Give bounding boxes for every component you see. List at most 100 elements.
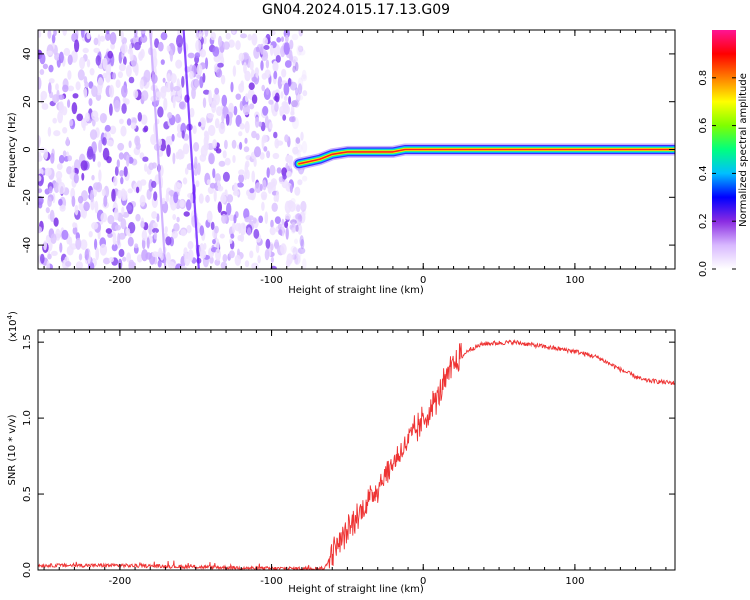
noise-speckle: [71, 195, 76, 207]
noise-speckle: [274, 239, 279, 250]
noise-speckle: [220, 194, 227, 204]
noise-speckle: [301, 69, 307, 80]
noise-speckle: [300, 200, 307, 212]
noise-speckle: [44, 167, 52, 177]
noise-speckle: [284, 34, 289, 43]
noise-speckle: [260, 60, 264, 71]
colorbar-ticks: 0.0 0.2 0.4 0.6 0.8: [698, 70, 736, 277]
noise-speckle: [204, 131, 210, 143]
noise-speckle: [83, 201, 90, 212]
noise-speckle: [171, 133, 175, 142]
noise-speckle: [239, 233, 245, 243]
noise-speckle: [221, 213, 227, 224]
noise-speckle: [167, 112, 173, 119]
snr-scale-note: (x104): [6, 311, 19, 342]
noise-speckle: [63, 47, 71, 56]
noise-speckle: [290, 219, 297, 225]
noise-speckle: [103, 257, 111, 265]
noise-speckle: [98, 139, 103, 153]
noise-speckle: [176, 34, 184, 48]
noise-streak: [149, 30, 167, 269]
noise-speckle: [127, 236, 134, 247]
noise-speckle: [224, 139, 228, 150]
noise-speckle: [222, 150, 227, 159]
noise-speckle: [128, 76, 135, 84]
noise-speckle: [128, 140, 132, 149]
noise-speckle: [296, 204, 301, 212]
noise-speckle: [78, 253, 83, 261]
noise-speckle: [285, 226, 289, 240]
noise-speckle: [199, 48, 206, 58]
noise-speckle: [233, 214, 237, 224]
noise-speckle: [198, 121, 202, 127]
noise-speckle: [173, 85, 181, 92]
noise-speckle: [257, 255, 261, 264]
noise-speckle: [213, 93, 218, 100]
noise-speckle: [52, 117, 57, 124]
noise-speckle: [48, 64, 54, 73]
y-tick-label: 40: [22, 48, 33, 61]
noise-speckle: [193, 142, 200, 152]
noise-speckle: [230, 233, 235, 239]
noise-speckle: [81, 172, 85, 181]
noise-speckle: [212, 46, 220, 57]
noise-speckle: [249, 60, 254, 71]
noise-speckle: [122, 256, 127, 262]
noise-speckle: [183, 211, 190, 217]
noise-speckle: [117, 142, 125, 151]
noise-speckle: [181, 75, 185, 88]
noise-speckle: [55, 170, 63, 180]
noise-speckle: [238, 169, 245, 176]
noise-speckle: [102, 57, 108, 70]
noise-speckle: [40, 253, 45, 264]
noise-speckle: [226, 202, 232, 216]
noise-speckle: [186, 225, 192, 234]
noise-speckle: [281, 68, 287, 78]
noise-speckle: [69, 119, 74, 127]
noise-speckle: [247, 34, 252, 41]
noise-speckle: [140, 220, 145, 229]
noise-speckle: [83, 87, 88, 99]
noise-speckle: [120, 176, 124, 185]
noise-speckle: [298, 49, 306, 56]
noise-speckle: [107, 214, 115, 225]
noise-speckle: [167, 261, 175, 269]
noise-speckle: [153, 191, 158, 202]
noise-speckle: [164, 226, 168, 234]
noise-speckle: [94, 238, 98, 250]
noise-speckle: [202, 72, 206, 83]
noise-speckle: [76, 113, 83, 122]
noise-speckle: [58, 51, 64, 64]
noise-speckle: [217, 201, 222, 213]
noise-speckle: [244, 260, 250, 268]
noise-speckle: [294, 136, 301, 149]
noise-speckle: [74, 204, 79, 216]
noise-speckle: [274, 216, 281, 225]
noise-speckle: [182, 143, 190, 155]
noise-speckle: [72, 222, 77, 229]
noise-speckle: [292, 65, 297, 73]
noise-speckle: [48, 82, 52, 94]
noise-speckle: [297, 247, 306, 254]
noise-speckle: [109, 32, 117, 45]
noise-speckle: [291, 100, 298, 108]
noise-speckle: [106, 156, 112, 164]
noise-speckle: [291, 33, 299, 41]
noise-speckle: [259, 183, 263, 192]
noise-speckle: [89, 68, 95, 76]
noise-speckle: [209, 256, 214, 264]
noise-speckle: [297, 214, 303, 222]
noise-speckle: [292, 215, 299, 225]
noise-speckle: [150, 134, 157, 145]
noise-speckle: [52, 94, 60, 104]
noise-speckle: [170, 81, 174, 93]
noise-speckle: [99, 35, 106, 42]
noise-speckle: [301, 175, 308, 182]
noise-speckle: [302, 90, 308, 97]
noise-speckle: [255, 133, 260, 141]
noise-speckle: [243, 62, 247, 74]
noise-speckle: [202, 97, 207, 109]
noise-speckle: [38, 187, 43, 194]
noise-speckle: [270, 182, 275, 188]
noise-speckle: [251, 33, 258, 46]
